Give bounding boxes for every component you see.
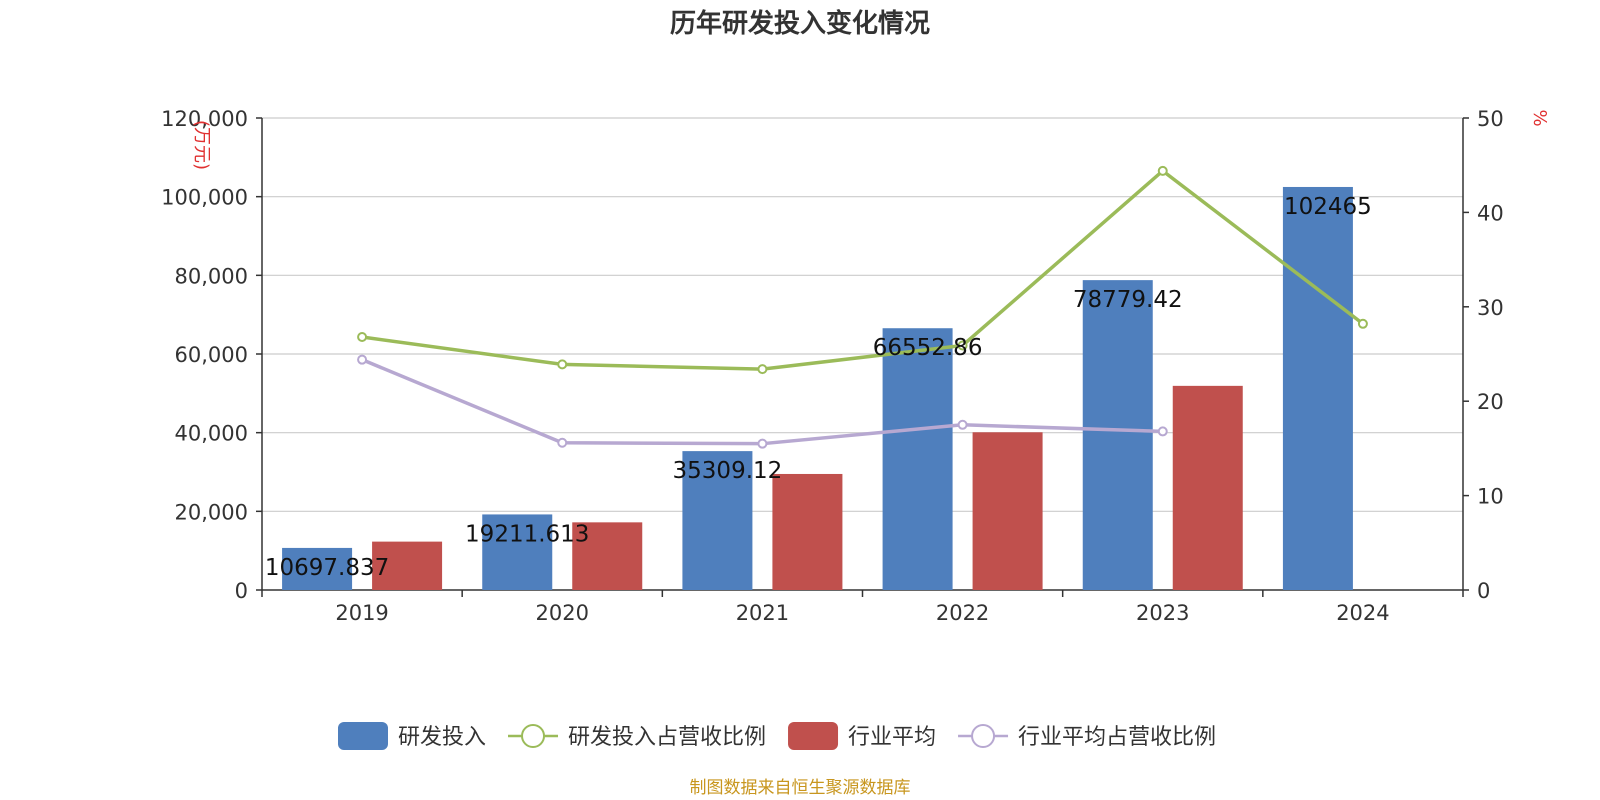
right-tick-label: 50	[1477, 107, 1504, 131]
x-tick-label: 2024	[1336, 601, 1389, 625]
legend-swatch-rd-investment	[338, 722, 388, 750]
right-tick-label: 30	[1477, 296, 1504, 320]
point-rd-ratio	[757, 364, 768, 375]
point-rd-ratio	[357, 332, 368, 343]
bar-rd-investment	[482, 514, 553, 590]
point-industry-ratio	[1157, 426, 1168, 437]
bars	[282, 186, 1353, 590]
right-tick-label: 40	[1477, 201, 1504, 225]
source-note: 制图数据来自恒生聚源数据库	[690, 778, 911, 798]
left-tick-label: 120,000	[161, 107, 248, 131]
left-tick-label: 100,000	[161, 186, 248, 210]
point-industry-ratio	[957, 419, 968, 430]
legend: 研发投入 研发投入占营收比例 行业平均 行业平均占营收比例	[338, 722, 1216, 750]
left-axis-unit: (万元)	[191, 120, 212, 170]
right-tick-label: 10	[1477, 485, 1504, 509]
x-tick-label: 2020	[536, 601, 589, 625]
data-label-rd-investment: 10697.837	[265, 555, 389, 581]
bar-rd-investment	[682, 451, 753, 590]
gridlines	[262, 117, 1463, 512]
legend-label-industry-ratio: 行业平均占营收比例	[1018, 725, 1216, 750]
point-rd-ratio	[1157, 165, 1168, 176]
data-label-rd-investment: 35309.12	[673, 458, 783, 484]
left-tick-label: 0	[235, 579, 248, 603]
data-label-rd-investment: 66552.86	[873, 335, 983, 361]
point-rd-ratio	[1357, 318, 1368, 329]
bar-industry-average	[372, 541, 443, 590]
bar-industry-average	[972, 432, 1043, 590]
data-labels: 10697.837 19211.613 35309.12 66552.86 78779.…	[265, 194, 1372, 581]
legend-marker-industry-ratio	[971, 724, 996, 748]
legend-label-rd-ratio: 研发投入占营收比例	[568, 725, 766, 750]
right-tick-label: 0	[1477, 579, 1490, 603]
left-tick-label: 60,000	[175, 343, 248, 367]
data-label-rd-investment: 78779.42	[1073, 287, 1183, 313]
x-tick-label: 2022	[936, 601, 989, 625]
left-tick-label: 40,000	[175, 422, 248, 446]
point-rd-ratio	[557, 359, 568, 370]
lines	[357, 165, 1368, 449]
bar-rd-investment	[882, 328, 953, 590]
bar-industry-average	[772, 473, 843, 590]
line-rd-ratio	[361, 168, 1364, 371]
point-industry-ratio	[357, 354, 368, 365]
left-tick-label: 80,000	[175, 264, 248, 288]
point-industry-ratio	[757, 438, 768, 449]
right-axis-unit: %	[1529, 109, 1550, 126]
right-tick-label: 20	[1477, 390, 1504, 414]
x-tick-label: 2021	[736, 601, 789, 625]
chart-title: 历年研发投入变化情况	[670, 8, 930, 39]
bar-industry-average	[572, 522, 643, 590]
data-label-rd-investment: 102465	[1284, 194, 1372, 220]
legend-swatch-industry-average	[788, 722, 839, 750]
x-tick-label: 2019	[335, 601, 388, 625]
left-tick-label: 20,000	[175, 500, 248, 524]
data-label-rd-investment: 19211.613	[465, 521, 589, 547]
bar-industry-average	[1172, 385, 1243, 590]
legend-marker-rd-ratio	[521, 724, 546, 748]
bar-rd-investment	[282, 547, 353, 590]
point-industry-ratio	[557, 437, 568, 448]
point-rd-ratio	[957, 340, 968, 351]
bar-rd-investment	[1282, 186, 1353, 590]
axes: 0 20,000 40,000 60,000 80,000 100,000 120,000(…	[161, 107, 1550, 625]
legend-label-rd-investment: 研发投入	[398, 725, 486, 750]
legend-label-industry-average: 行业平均	[848, 725, 936, 750]
x-tick-label: 2023	[1136, 601, 1189, 625]
bar-rd-investment	[1082, 280, 1153, 590]
